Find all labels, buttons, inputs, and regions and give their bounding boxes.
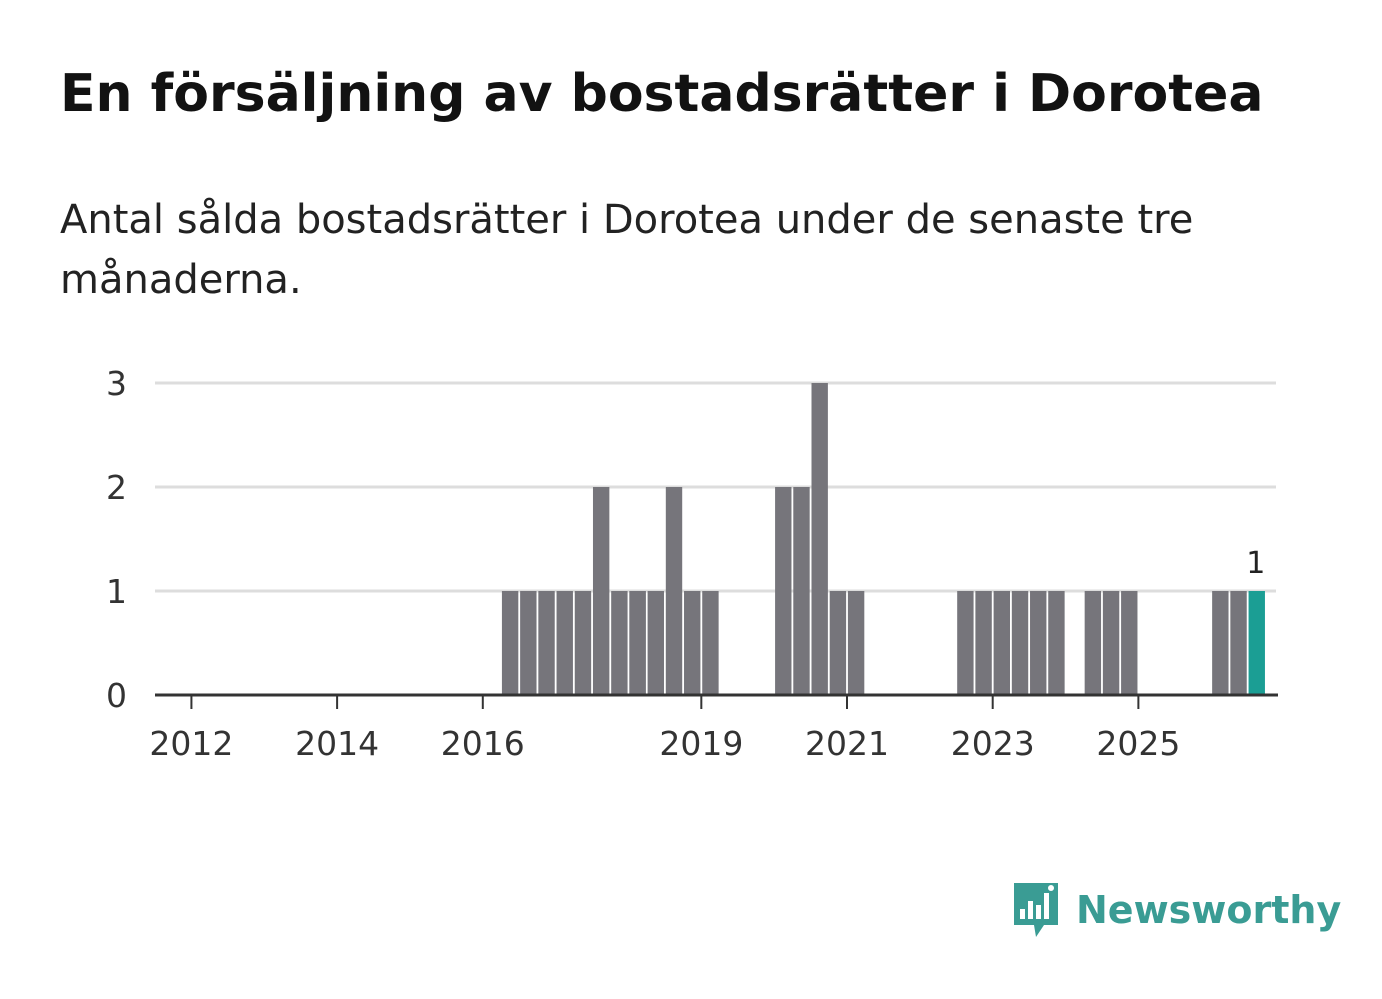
brand-name: Newsworthy: [1076, 888, 1342, 932]
y-tick-label: 2: [106, 468, 127, 507]
bar: [1230, 591, 1247, 695]
bar: [811, 383, 828, 695]
bar: [1048, 591, 1065, 695]
bar: [1212, 591, 1229, 695]
y-tick-label: 0: [106, 676, 127, 715]
data-labels: 1: [1246, 546, 1265, 581]
gridlines: [155, 381, 1276, 593]
x-tick-label: 2014: [295, 724, 379, 763]
bar: [975, 591, 992, 695]
newsworthy-logo: Newsworthy: [1010, 878, 1341, 942]
highlight-data-label: 1: [1246, 546, 1265, 581]
bar: [538, 591, 555, 695]
bars: [501, 383, 1265, 695]
bar: [957, 591, 974, 695]
bar-chart-speech-bubble-icon: [1014, 883, 1058, 937]
x-tick-label: 2021: [805, 724, 889, 763]
bar-highlight: [1248, 591, 1265, 695]
bar: [829, 591, 847, 695]
y-tick-label: 3: [106, 364, 127, 403]
bar: [1084, 591, 1102, 695]
bar: [611, 591, 628, 695]
bar: [684, 591, 701, 695]
y-tick-label: 1: [106, 572, 127, 611]
x-axis-ticks: 2012 2014 2016 2019 2021 2023 2025: [149, 695, 1180, 763]
x-tick-label: 2023: [951, 724, 1035, 763]
chart-title: En försäljning av bostadsrätter i Dorote…: [60, 64, 1264, 124]
bar: [556, 591, 573, 695]
y-axis-ticks: 0 1 2 3: [106, 364, 127, 715]
bar: [1102, 591, 1120, 695]
chart-subtitle: Antal sålda bostadsrätter i Dorotea unde…: [60, 197, 1194, 303]
x-tick-label: 2012: [149, 724, 233, 763]
bar: [629, 591, 646, 695]
bar: [775, 487, 792, 695]
bar: [1121, 591, 1138, 695]
bar: [647, 591, 664, 695]
x-tick-label: 2019: [659, 724, 743, 763]
bar: [1011, 591, 1029, 695]
bar: [793, 487, 810, 695]
bar: [702, 591, 719, 695]
x-tick-label: 2025: [1096, 724, 1180, 763]
bar: [574, 591, 592, 695]
bar-chart: 0 1 2 3 2012 2014 2016 2019 2021 2023 2025 1: [106, 364, 1278, 763]
bar: [520, 591, 537, 695]
bar: [847, 591, 865, 695]
bar: [1030, 591, 1047, 695]
bar: [665, 487, 683, 695]
bar: [592, 487, 610, 695]
bar: [993, 591, 1010, 695]
bar: [501, 591, 519, 695]
x-tick-label: 2016: [441, 724, 525, 763]
